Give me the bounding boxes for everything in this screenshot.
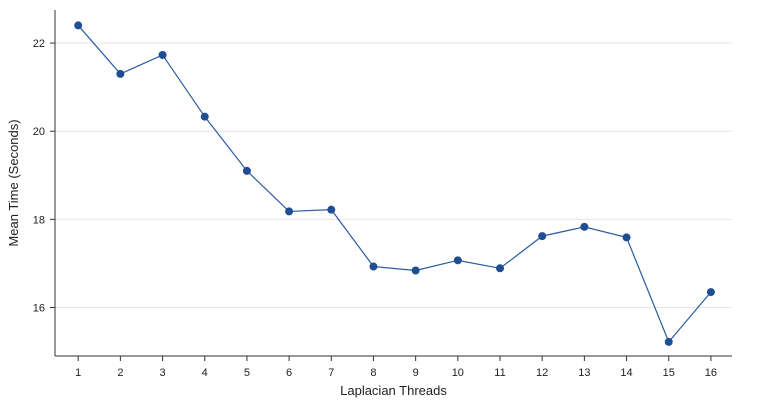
x-tick-label: 12	[536, 367, 548, 379]
data-point	[664, 337, 673, 346]
y-axis-title: Mean Time (Seconds)	[6, 119, 21, 246]
series-polyline	[77, 25, 712, 344]
data-point	[242, 166, 251, 175]
series-line	[74, 21, 715, 346]
data-point	[538, 232, 547, 241]
x-tick-label: 9	[413, 367, 419, 379]
x-tick-label: 13	[578, 367, 590, 379]
data-point	[158, 50, 167, 59]
y-tick-label: 16	[33, 303, 45, 315]
y-tick-label: 20	[33, 126, 45, 138]
x-tick-label: 14	[620, 367, 632, 379]
x-tick-label: 6	[286, 367, 292, 379]
data-point	[116, 69, 125, 78]
y-tick-label: 22	[33, 38, 45, 50]
data-point	[285, 207, 294, 216]
data-point	[706, 288, 715, 297]
x-tick-label: 7	[328, 367, 334, 379]
gridlines	[55, 42, 732, 309]
data-point	[369, 262, 378, 271]
data-point	[200, 112, 209, 121]
data-point	[622, 233, 631, 242]
data-point	[453, 256, 462, 265]
y-axis: 16 18 20 22	[33, 10, 56, 356]
x-tick-label: 1	[75, 367, 81, 379]
data-point	[327, 205, 336, 214]
x-tick-label: 4	[202, 367, 208, 379]
x-tick-label: 3	[159, 367, 165, 379]
x-tick-label: 2	[117, 367, 123, 379]
data-point	[580, 222, 589, 231]
x-tick-label: 11	[494, 367, 505, 379]
x-axis-title: Laplacian Threads	[340, 383, 447, 398]
x-axis: 1 2 3 4 5 6 7 8 9 10 11 12 13 14 15 16	[55, 355, 732, 379]
data-point	[496, 264, 505, 273]
x-tick-label: 15	[663, 367, 675, 379]
x-tick-label: 8	[370, 367, 376, 379]
data-point	[411, 266, 420, 275]
y-tick-label: 18	[33, 214, 45, 226]
data-point	[74, 21, 83, 30]
x-tick-label: 5	[244, 367, 250, 379]
x-tick-label: 10	[452, 367, 464, 379]
x-tick-label: 16	[705, 367, 717, 379]
